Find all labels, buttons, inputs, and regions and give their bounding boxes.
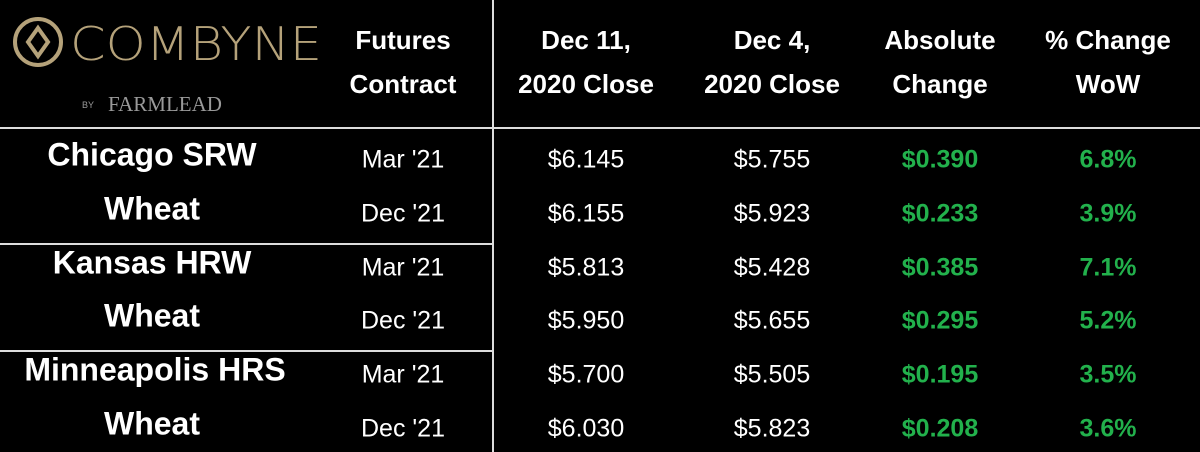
logo-name: COMBYNE bbox=[70, 17, 322, 71]
contract-month: Dec '21 bbox=[361, 199, 445, 228]
column-header: Futures bbox=[355, 25, 451, 55]
column-header: Dec 4, bbox=[733, 25, 811, 55]
price-cell: $5.428 bbox=[733, 253, 811, 282]
contract-month: Mar '21 bbox=[361, 145, 445, 174]
price-cell: 3.5% bbox=[1079, 360, 1137, 389]
column-header: WoW bbox=[1075, 69, 1141, 99]
group-rule bbox=[0, 350, 493, 352]
price-cell: $5.950 bbox=[547, 306, 625, 335]
column-header: Change bbox=[892, 69, 988, 99]
commodity-name: Minneapolis HRS bbox=[24, 351, 286, 388]
logo-icon-inner bbox=[25, 24, 51, 60]
price-cell: 3.6% bbox=[1079, 414, 1137, 443]
price-cell: $0.195 bbox=[901, 360, 979, 389]
column-header: Contract bbox=[349, 69, 457, 99]
contract-month: Mar '21 bbox=[361, 360, 445, 389]
contract-month: Mar '21 bbox=[361, 253, 445, 282]
commodity-name: Wheat bbox=[104, 190, 200, 227]
column-header: Absolute bbox=[884, 25, 996, 55]
price-cell: $0.390 bbox=[901, 145, 979, 174]
price-cell: $5.505 bbox=[733, 360, 811, 389]
column-header: 2020 Close bbox=[704, 69, 840, 99]
contract-month: Dec '21 bbox=[361, 306, 445, 335]
price-cell: 7.1% bbox=[1079, 253, 1137, 282]
logo-partner: FARMLEAD bbox=[108, 92, 222, 116]
price-cell: $5.755 bbox=[733, 145, 811, 174]
commodity-name: Chicago SRW bbox=[47, 136, 257, 173]
logo-icon bbox=[13, 17, 63, 67]
price-cell: $0.208 bbox=[901, 414, 979, 443]
price-cell: $6.030 bbox=[547, 414, 625, 443]
price-cell: $5.655 bbox=[733, 306, 811, 335]
contract-month: Dec '21 bbox=[361, 414, 445, 443]
group-rule bbox=[0, 243, 493, 245]
column-header: Dec 11, bbox=[541, 25, 631, 55]
commodity-name: Wheat bbox=[104, 405, 200, 442]
price-cell: $6.155 bbox=[547, 199, 625, 228]
price-cell: $0.233 bbox=[901, 199, 979, 228]
price-cell: $6.145 bbox=[547, 145, 625, 174]
commodity-name: Wheat bbox=[104, 297, 200, 334]
price-cell: $5.923 bbox=[733, 199, 811, 228]
price-cell: 3.9% bbox=[1079, 199, 1137, 228]
price-cell: $0.295 bbox=[901, 306, 979, 335]
price-cell: 6.8% bbox=[1079, 145, 1137, 174]
logo-by: BY bbox=[82, 100, 94, 110]
header-rule bbox=[0, 127, 1200, 129]
price-cell: 5.2% bbox=[1079, 306, 1137, 335]
logo: COMBYNE BY FARMLEAD bbox=[13, 17, 322, 116]
commodity-name: Kansas HRW bbox=[52, 244, 252, 281]
price-cell: $5.813 bbox=[547, 253, 625, 282]
price-cell: $0.385 bbox=[901, 253, 979, 282]
column-header: 2020 Close bbox=[518, 69, 654, 99]
column-rule bbox=[492, 0, 494, 452]
column-header: % Change bbox=[1045, 25, 1171, 55]
price-cell: $5.700 bbox=[547, 360, 625, 389]
price-cell: $5.823 bbox=[733, 414, 811, 443]
